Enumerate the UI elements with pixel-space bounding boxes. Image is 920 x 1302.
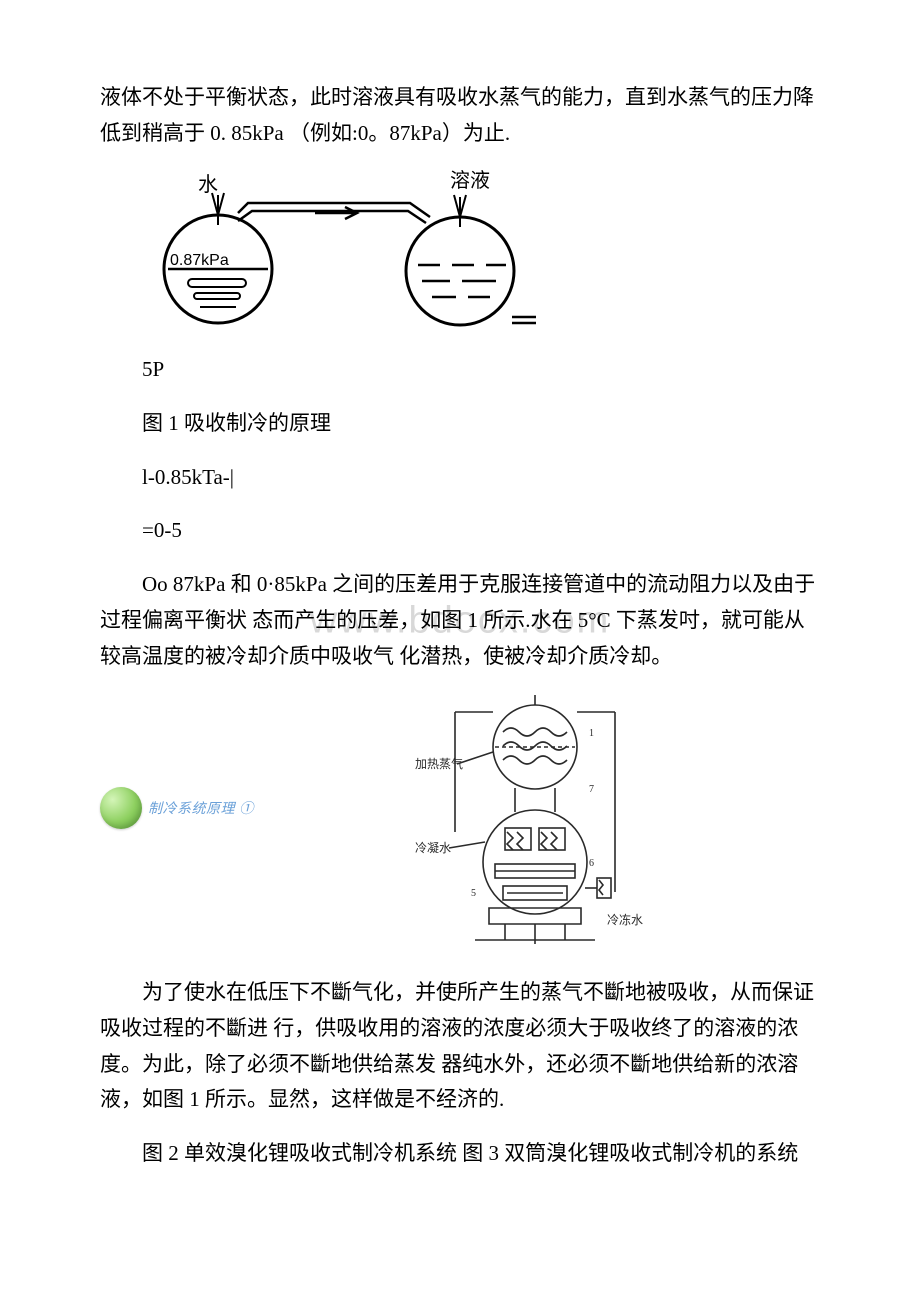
sphere-icon [100,787,142,829]
figure-1: 水 溶液 0.87kPa [140,169,820,334]
svg-text:6: 6 [589,858,594,869]
fig1-caption: 图 1 吸收制冷的原理 [100,406,820,442]
badge-label: 制冷系统原理 ① [148,798,254,818]
water-label: 水 [198,173,218,196]
line-5p: 5P [100,352,820,388]
figure-2: 制冷系统原理 ① 加热蒸气 [100,692,820,957]
pressure-text: 0.87kPa [170,252,229,269]
svg-text:5: 5 [471,888,476,899]
svg-text:7: 7 [589,784,594,795]
decorative-badge: 制冷系统原理 ① [100,787,254,829]
line-eq: =0-5 [100,513,820,549]
line-085: l-0.85kTa-| [100,460,820,496]
solution-label: 溶液 [450,169,490,192]
system-diagram-svg: 加热蒸气 冷凝水 冷冻水 [385,692,655,952]
paragraph-7: 为了使水在低压下不斷气化，并使所产生的蒸气不斷地被吸收，从而保证吸收过程的不斷进… [100,975,820,1118]
heat-steam-label: 加热蒸气 [415,756,463,771]
chilled-water-label: 冷冻水 [607,912,643,927]
svg-text:1: 1 [589,728,594,739]
paragraph-1: 液体不处于平衡状态，此时溶液具有吸收水蒸气的能力，直到水蒸气的压力降低到稍高于 … [100,80,820,151]
fig23-caption: 图 2 单效溴化锂吸收式制冷机系统 图 3 双筒溴化锂吸收式制冷机的系统 [100,1136,820,1172]
paragraph-6: Oo 87kPa 和 0·85kPa 之间的压差用于克服连接管道中的流动阻力以及… [100,567,820,674]
cooling-water-label: 冷凝水 [415,840,451,855]
watermark-host: Oo 87kPa 和 0·85kPa 之间的压差用于克服连接管道中的流动阻力以及… [100,567,820,674]
absorption-diagram-svg: 水 溶液 0.87kPa [140,169,560,329]
